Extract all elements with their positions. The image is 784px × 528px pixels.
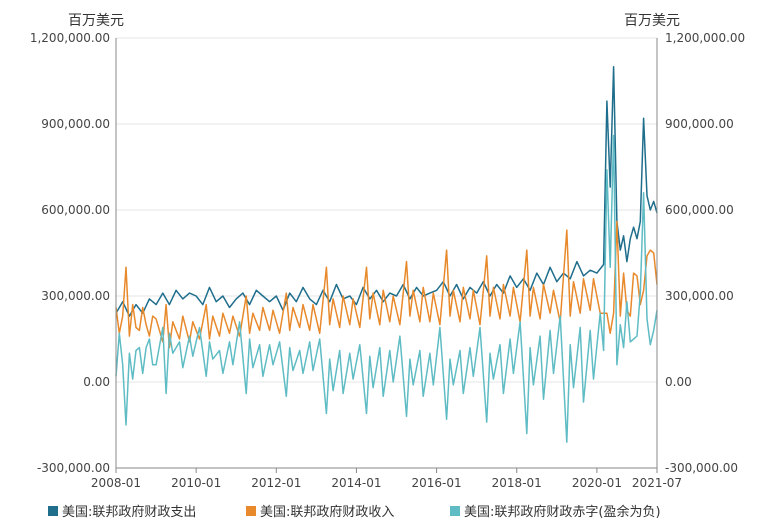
- right-axis-unit: 百万美元: [624, 13, 680, 29]
- legend-label-2: 美国:联邦政府财政收入: [260, 505, 394, 520]
- legend-label-1: 美国:联邦政府财政支出: [62, 505, 196, 520]
- y-tick-label-right: 0.00: [665, 375, 692, 389]
- legend-label-3: 美国:联邦政府财政赤字(盈余为负): [464, 504, 661, 520]
- x-tick-label: 2016-01: [412, 476, 462, 490]
- gridlines: [116, 37, 657, 469]
- x-tick-label: 2021-07: [632, 476, 682, 490]
- series-line-1: [115, 65, 658, 317]
- y-tick-label-right: 300,000.00: [665, 289, 734, 303]
- y-tick-label-right: 600,000.00: [665, 203, 734, 217]
- axes: 百万美元 百万美元 -300,000.00 -300,000.00 0.00 0.00…: [30, 13, 745, 490]
- series-line-2: [115, 220, 658, 349]
- y-tick-label-left: 600,000.00: [41, 203, 110, 217]
- x-tick-label: 2014-01: [331, 476, 381, 490]
- series-lines: [115, 65, 658, 443]
- legend-swatch-2: [246, 506, 256, 516]
- x-tick-label: 2008-01: [91, 476, 141, 490]
- y-tick-label-left: 0.00: [83, 375, 110, 389]
- y-tick-label-right: -300,000.00: [665, 461, 738, 475]
- legend: 美国:联邦政府财政支出 美国:联邦政府财政收入 美国:联邦政府财政赤字(盈余为负): [48, 504, 661, 520]
- legend-swatch-3: [450, 506, 460, 516]
- y-tick-label-left: 1,200,000.00: [30, 31, 110, 45]
- y-tick-label-left: 300,000.00: [41, 289, 110, 303]
- x-tick-label: 2018-01: [492, 476, 542, 490]
- left-axis-unit: 百万美元: [68, 13, 124, 29]
- y-tick-label-left: -300,000.00: [37, 461, 110, 475]
- x-tick-label: 2012-01: [251, 476, 301, 490]
- y-tick-label-left: 900,000.00: [41, 117, 110, 131]
- y-tick-label-right: 900,000.00: [665, 117, 734, 131]
- x-tick-label: 2020-01: [572, 476, 622, 490]
- x-tick-label: 2010-01: [171, 476, 221, 490]
- series-line-3: [115, 134, 658, 443]
- y-tick-label-right: 1,200,000.00: [665, 31, 745, 45]
- legend-swatch-1: [48, 506, 58, 516]
